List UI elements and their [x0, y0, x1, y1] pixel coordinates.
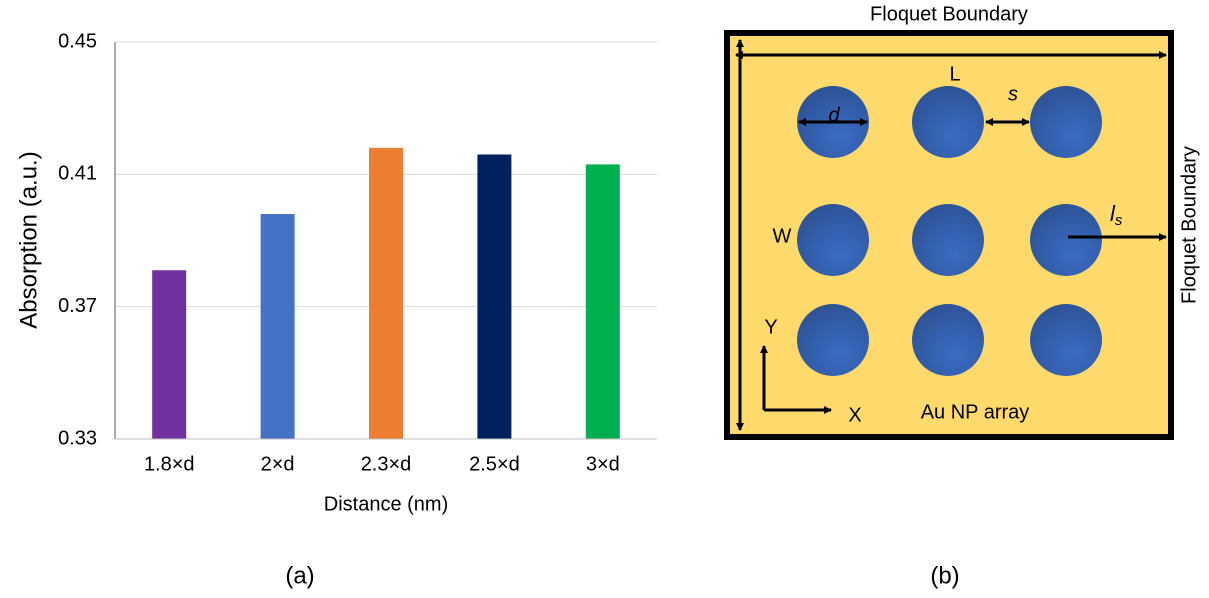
dimension-label: W: [773, 225, 792, 247]
bar: [152, 270, 186, 439]
label-sub: s: [1115, 212, 1123, 229]
dimension-label: d: [828, 104, 840, 126]
figure: Absorption (a.u.) Distance (nm) (a) 0.33…: [0, 0, 1209, 598]
dimension-label: s: [1008, 83, 1018, 105]
bar: [261, 214, 295, 439]
boundary-label: Floquet Boundary: [1178, 146, 1200, 304]
x-tick-label: 2.5×d: [469, 453, 520, 475]
diagram: Floquet Boundary Floquet Boundary L s d …: [727, 3, 1200, 589]
y-tick-label: 0.45: [58, 30, 97, 52]
bar: [477, 154, 511, 439]
y-axis-title: Absorption (a.u.): [15, 151, 42, 328]
bar: [586, 164, 620, 439]
y-tick-label: 0.33: [58, 427, 97, 449]
dimension-label: L: [949, 63, 960, 85]
y-tick-label: 0.41: [58, 163, 97, 185]
x-tick-label: 2×d: [261, 453, 295, 475]
x-tick-label: 3×d: [586, 453, 620, 475]
y-tick-label: 0.37: [58, 295, 97, 317]
x-axis-title: Distance (nm): [324, 493, 448, 515]
axis-label: X: [848, 404, 861, 426]
boundary-label: Floquet Boundary: [870, 3, 1028, 25]
bar-chart: Absorption (a.u.) Distance (nm) (a) 0.33…: [15, 30, 657, 589]
bar: [369, 148, 403, 439]
nanoparticles: [797, 86, 1102, 376]
axis-label: Y: [764, 316, 777, 338]
caption: (b): [930, 562, 959, 589]
x-tick-label: 1.8×d: [144, 453, 195, 475]
caption: (a): [285, 562, 314, 589]
x-tick-label: 2.3×d: [361, 453, 412, 475]
array-label: Au NP array: [921, 401, 1030, 423]
